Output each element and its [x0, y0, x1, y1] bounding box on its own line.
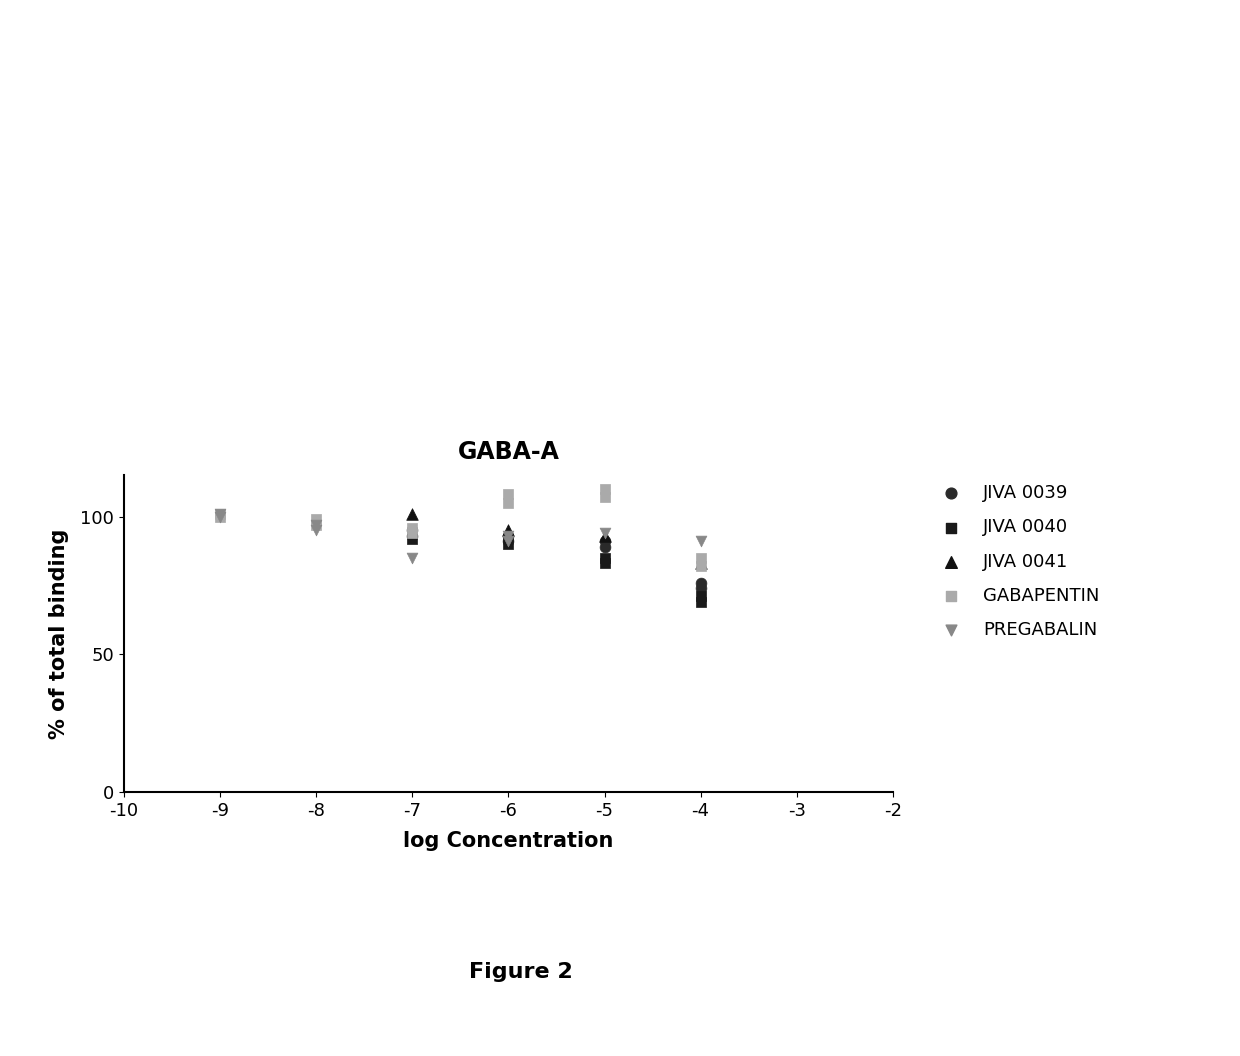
Point — [498, 533, 518, 550]
Point — [691, 533, 711, 550]
Point — [498, 527, 518, 544]
Legend: JIVA 0039, JIVA 0040, JIVA 0041, GABAPENTIN, PREGABALIN: JIVA 0039, JIVA 0040, JIVA 0041, GABAPEN… — [932, 485, 1100, 639]
Point — [691, 580, 711, 597]
Point — [691, 593, 711, 610]
Point — [498, 486, 518, 503]
Y-axis label: % of total binding: % of total binding — [50, 528, 69, 739]
Point — [211, 508, 231, 525]
Point — [595, 525, 615, 542]
Point — [403, 525, 423, 542]
Point — [403, 527, 423, 544]
Point — [691, 554, 711, 571]
Point — [498, 533, 518, 550]
Point — [403, 549, 423, 566]
Point — [403, 522, 423, 539]
Point — [595, 554, 615, 571]
Point — [403, 530, 423, 547]
Point — [211, 508, 231, 525]
Point — [211, 506, 231, 523]
Point — [595, 539, 615, 555]
Point — [306, 522, 326, 539]
Point — [403, 520, 423, 536]
X-axis label: log Concentration: log Concentration — [403, 831, 614, 851]
Point — [595, 489, 615, 506]
Point — [595, 480, 615, 497]
Point — [498, 522, 518, 539]
Point — [691, 549, 711, 566]
Point — [595, 533, 615, 550]
Text: Figure 2: Figure 2 — [469, 962, 573, 981]
Point — [691, 588, 711, 605]
Point — [498, 535, 518, 552]
Point — [498, 494, 518, 511]
Title: GABA-A: GABA-A — [458, 439, 559, 464]
Point — [306, 511, 326, 528]
Point — [498, 527, 518, 544]
Point — [691, 558, 711, 574]
Point — [306, 516, 326, 533]
Point — [211, 506, 231, 523]
Point — [595, 549, 615, 566]
Point — [306, 516, 326, 533]
Point — [403, 506, 423, 523]
Point — [691, 574, 711, 591]
Point — [595, 527, 615, 544]
